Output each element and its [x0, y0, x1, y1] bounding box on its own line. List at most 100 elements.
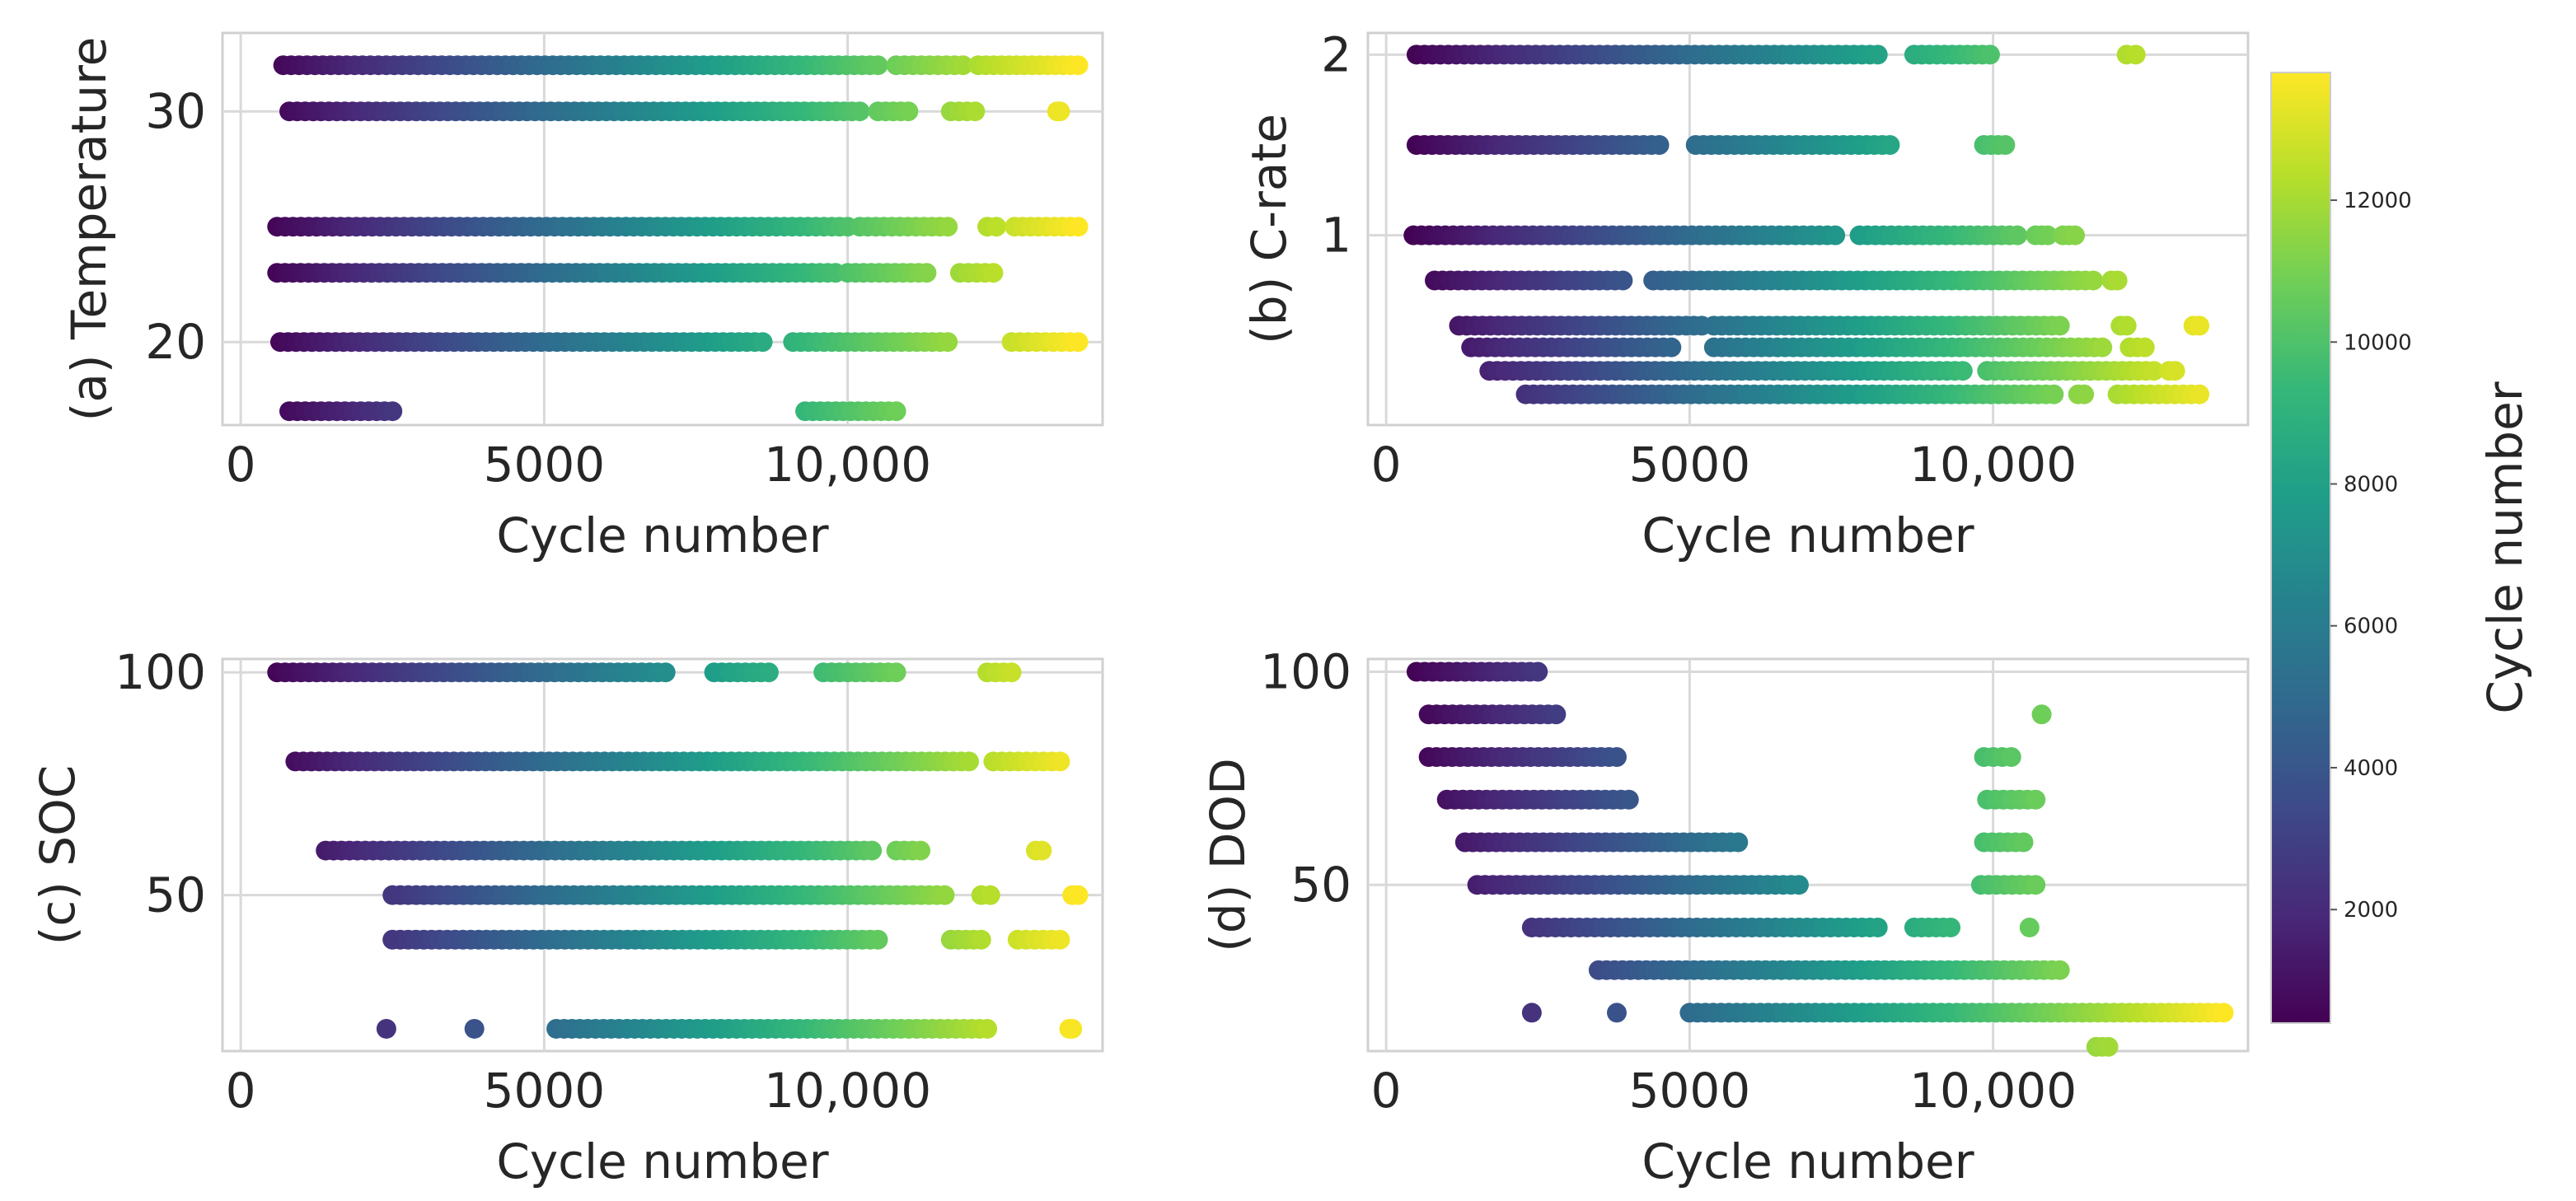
x-tick-label: 5000	[484, 1063, 606, 1119]
data-point	[1050, 751, 1070, 772]
x-tick-label: 10,000	[1909, 437, 2077, 493]
data-point	[1528, 661, 1548, 682]
data-point	[986, 217, 1007, 237]
data-point	[934, 885, 955, 905]
data-point	[1068, 217, 1089, 237]
x-tick-label: 5000	[1629, 437, 1751, 493]
data-point	[2092, 337, 2113, 357]
data-point	[1867, 917, 1888, 937]
data-point	[1952, 361, 1973, 381]
data-point	[1001, 662, 1022, 683]
data-point	[2134, 337, 2155, 357]
data-point	[1979, 44, 2000, 65]
data-point	[1613, 270, 1633, 291]
data-point	[1618, 789, 1639, 810]
data-point	[886, 662, 906, 683]
data-point	[1068, 885, 1089, 905]
data-point	[898, 101, 919, 122]
data-point	[2026, 789, 2046, 810]
data-point	[1880, 135, 1900, 155]
data-point	[2013, 832, 2034, 853]
tick-labels: 0 5000 10,000 50 100	[1260, 644, 2077, 1119]
x-tick-label: 0	[1371, 1063, 1402, 1119]
y-tick-label: 30	[145, 83, 206, 139]
data-points	[267, 662, 1089, 1039]
data-point	[980, 885, 1000, 905]
data-point	[2190, 315, 2210, 336]
y-axis-title: (d) DOD	[1200, 758, 1256, 951]
data-point	[953, 55, 973, 76]
data-point	[2019, 917, 2040, 937]
tick-labels: 0 5000 10,000 50 100	[115, 644, 931, 1119]
x-axis-title: Cycle number	[496, 1133, 828, 1189]
data-point	[2049, 960, 2070, 980]
data-point	[1995, 135, 2016, 155]
data-points	[1403, 44, 2210, 404]
colorbar-tick-label: 6000	[2344, 615, 2398, 639]
panel-c-rate: 0 5000 10,000 1 2 (b) C-rate Cycle number	[1241, 26, 2250, 563]
data-point	[1941, 917, 1961, 937]
colorbar-tick-label: 2000	[2344, 898, 2398, 923]
panel-temperature: 0 5000 10,000 20 30 (a) Temperature Cycle nu…	[61, 31, 1104, 563]
data-point	[938, 217, 958, 237]
data-point	[1546, 704, 1567, 725]
tick-labels: 0 5000 10,000 20 30	[145, 83, 931, 493]
colorbar-ticks: 2000 4000 6000 8000 10000 12000	[2330, 189, 2412, 923]
data-point	[868, 929, 888, 950]
data-point	[1728, 832, 1749, 853]
data-point	[965, 101, 986, 122]
data-point	[2107, 270, 2128, 291]
data-point	[1032, 840, 1052, 861]
data-point	[886, 401, 906, 422]
data-point	[2143, 361, 2164, 381]
data-point	[1606, 747, 1627, 767]
x-tick-label: 5000	[484, 437, 606, 493]
data-point	[1050, 929, 1070, 950]
data-point	[2037, 225, 2058, 245]
data-point	[2049, 315, 2070, 336]
data-point	[1661, 337, 1682, 357]
y-axis-title: (b) C-rate	[1241, 114, 1297, 344]
y-axis-title: (c) SOC	[30, 765, 86, 946]
plot-area	[1366, 657, 2250, 1053]
data-point	[2083, 270, 2104, 291]
data-point	[911, 840, 931, 861]
colorbar-tick-label: 8000	[2344, 472, 2398, 497]
data-point	[2007, 225, 2028, 245]
data-point	[382, 401, 403, 422]
x-tick-label: 10,000	[764, 437, 931, 493]
y-axis-title: (a) Temperature	[61, 37, 117, 422]
data-point	[2125, 44, 2146, 65]
colorbar-tick-label: 12000	[2344, 189, 2412, 213]
data-point	[1521, 1002, 1542, 1023]
data-point	[758, 662, 779, 683]
data-point	[971, 929, 991, 950]
data-point	[2044, 384, 2064, 404]
data-point	[2190, 384, 2210, 404]
data-point	[1649, 135, 1670, 155]
data-point	[1606, 1002, 1627, 1023]
y-tick-label: 100	[115, 644, 206, 700]
data-point	[2026, 875, 2046, 895]
data-point	[1068, 55, 1089, 76]
y-tick-label: 20	[145, 314, 206, 370]
data-point	[868, 55, 888, 76]
data-point	[938, 332, 958, 353]
x-tick-label: 0	[1371, 437, 1402, 493]
data-point	[983, 263, 1004, 283]
data-point	[655, 662, 676, 683]
y-tick-label: 2	[1321, 26, 1351, 82]
y-tick-label: 100	[1260, 644, 1351, 700]
x-tick-label: 5000	[1629, 1063, 1751, 1119]
colorbar-gradient	[2270, 72, 2331, 1024]
data-point	[916, 263, 937, 283]
x-tick-label: 10,000	[764, 1063, 931, 1119]
data-point	[1825, 225, 1846, 245]
colorbar-tick-label: 4000	[2344, 756, 2398, 781]
data-points	[267, 55, 1089, 422]
colorbar-tick-label: 10000	[2344, 330, 2412, 355]
data-point	[958, 751, 979, 772]
data-point	[2065, 225, 2086, 245]
panel-dod: 0 5000 10,000 50 100 (d) DOD Cycle number	[1200, 644, 2250, 1189]
